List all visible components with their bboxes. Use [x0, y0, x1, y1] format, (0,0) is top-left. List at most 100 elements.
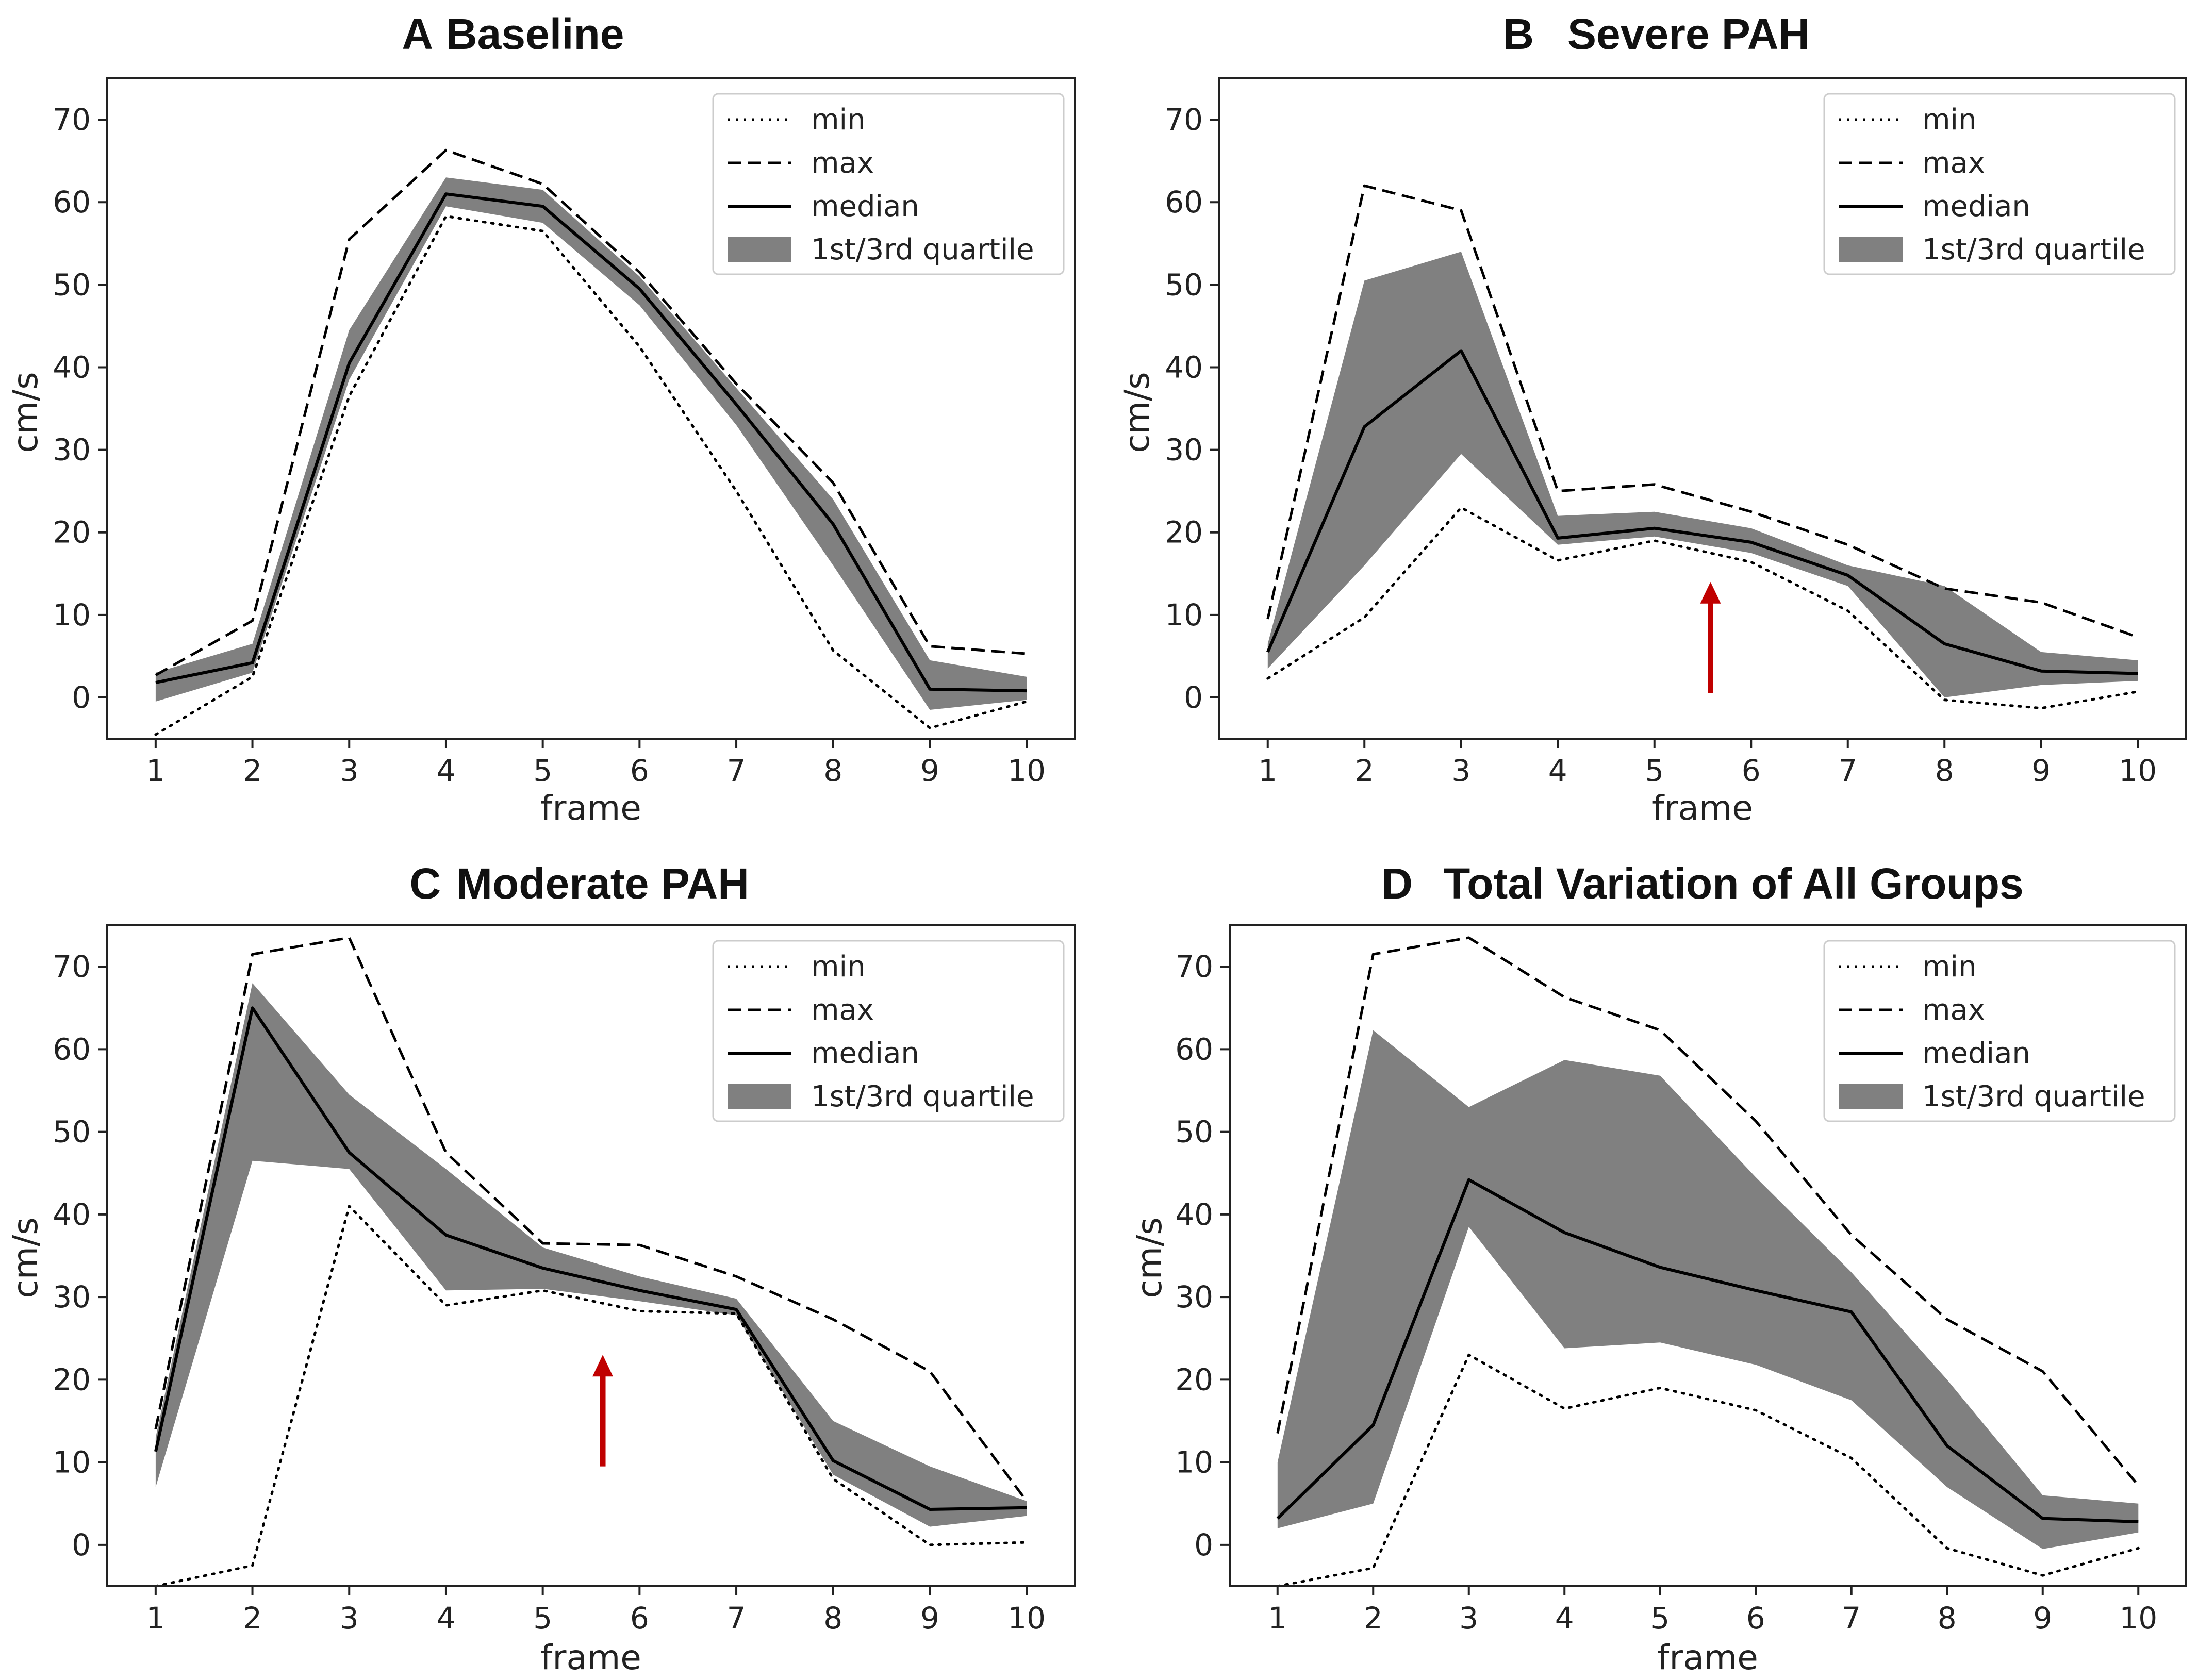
panel-c-legend: min max median 1st/3rd quartile	[712, 940, 1065, 1122]
panel-a-legend-swatch	[728, 237, 791, 262]
panel-c-ylabel: cm/s	[6, 1217, 45, 1298]
panel-b: B Severe PAH frame cm/s	[1117, 10, 1810, 828]
panel-a-ytick-label: 50	[53, 267, 91, 302]
panel-d-ytick-label: 10	[1175, 1445, 1213, 1480]
panel-a-data	[154, 148, 1028, 736]
panel-a-ytick-label: 0	[72, 680, 91, 715]
panel-d-legend-label: min	[1922, 950, 1977, 984]
panel-b-plot: 1 2 3 4 5 6 7 8 9 10 0 10 20 30 40 50 60 70 min max median 1s…	[1165, 77, 2187, 788]
panel-b-min-line	[1266, 506, 2139, 710]
panel-c-legend-box	[712, 940, 1065, 1122]
panel-a-xtick-label: 8	[823, 753, 842, 788]
panel-d-legend-swatch	[1839, 1084, 1903, 1109]
panel-c-legend-label: max	[811, 993, 874, 1027]
panel-c-letter: C	[409, 859, 441, 908]
panel-d-min-line	[1276, 1353, 2140, 1586]
panel-a-ytick-label: 60	[53, 185, 91, 220]
panel-d-quartile-band	[1277, 1030, 2139, 1549]
panel-a-letter: A	[402, 10, 433, 58]
panel-a-xtick-label: 9	[920, 753, 939, 788]
panel-d-legend-label: median	[1922, 1037, 2030, 1070]
panel-b-legend-label: min	[1922, 103, 1977, 137]
panel-d-ytick-label: 70	[1175, 949, 1213, 984]
panel-c-median-line	[154, 1006, 1027, 1511]
panel-d-legend-label: max	[1922, 993, 1985, 1027]
panel-d-xtick-label: 6	[1746, 1601, 1765, 1636]
panel-a-xtick-label: 1	[146, 753, 165, 788]
panel-a-xtick-label: 4	[436, 753, 455, 788]
panel-c-ytick-label: 10	[53, 1445, 91, 1480]
panel-b-ytick-label: 10	[1165, 597, 1203, 633]
panel-d-max-line	[1276, 936, 2140, 1487]
panel-d-xtick-label: 5	[1650, 1601, 1670, 1636]
panel-b-data	[1266, 184, 2139, 710]
panel-c-legend-label: median	[811, 1037, 919, 1070]
panel-a-xlabel: frame	[540, 788, 641, 828]
panel-a-xtick-label: 10	[1007, 753, 1046, 788]
panel-d-ytick-label: 0	[1194, 1527, 1213, 1562]
panel-a-ytick-label: 20	[53, 515, 91, 550]
panel-b-legend-label: median	[1922, 190, 2030, 223]
panel-b-xtick-label: 7	[1838, 753, 1857, 788]
panel-a-median-line	[155, 192, 1027, 693]
panel-c-xtick-label: 8	[823, 1601, 842, 1636]
panel-b-ytick-label: 20	[1165, 515, 1203, 550]
panel-a-legend-label: 1st/3rd quartile	[811, 233, 1034, 267]
panel-b-title: Severe PAH	[1567, 10, 1810, 58]
panel-c-quartile-band	[155, 983, 1027, 1527]
panel-b-arrow-head	[1700, 581, 1721, 604]
panel-b-xtick-label: 1	[1258, 753, 1277, 788]
panel-b-legend: min max median 1st/3rd quartile	[1823, 93, 2176, 275]
panel-b-ytick-label: 0	[1184, 680, 1203, 715]
panel-c-xtick-label: 4	[436, 1601, 455, 1636]
panel-c-ytick-label: 20	[53, 1362, 91, 1397]
panel-b-xtick-label: 8	[1935, 753, 1954, 788]
panel-b-ylabel: cm/s	[1117, 372, 1157, 453]
panel-b-ytick-label: 40	[1165, 350, 1203, 385]
panel-a-plot: 1 2 3 4 5 6 7 8 9 10 0 10 20 30 40 50 60 70 min max median 1s…	[53, 77, 1076, 788]
panel-d-xtick-label: 2	[1364, 1601, 1383, 1636]
panel-d-ytick-label: 20	[1175, 1362, 1213, 1397]
panel-c-ytick-label: 0	[72, 1527, 91, 1562]
panel-c-frame	[106, 924, 1076, 1587]
panel-a-xtick-label: 7	[727, 753, 746, 788]
panel-d-plot: 1 2 3 4 5 6 7 8 9 10 0 10 20 30 40 50 60 70 min max median 1s…	[1175, 924, 2187, 1636]
panel-a-title: Baseline	[446, 10, 624, 58]
panel-d-legend-box	[1823, 940, 2176, 1122]
panel-c-xlabel: frame	[540, 1638, 641, 1677]
panel-b-xtick-label: 3	[1451, 753, 1470, 788]
panel-d-ytick-label: 40	[1175, 1197, 1213, 1232]
panel-b-xtick-label: 5	[1645, 753, 1664, 788]
panel-c-ytick-label: 50	[53, 1115, 91, 1150]
panel-a-frame	[106, 77, 1076, 740]
panel-c-ytick-label: 70	[53, 949, 91, 984]
panel-b-frame	[1218, 77, 2187, 740]
panel-a-ytick-label: 30	[53, 433, 91, 468]
panel-b-median-line	[1266, 349, 2138, 675]
panel-c-xtick-label: 9	[920, 1601, 939, 1636]
panel-b-legend-label: max	[1922, 146, 1985, 180]
panel-d-median-line	[1276, 1178, 2139, 1523]
panel-b-max-line	[1266, 184, 2139, 639]
panel-a-ytick-label: 70	[53, 102, 91, 137]
panel-a-xtick-label: 3	[340, 753, 359, 788]
panel-b-ytick-label: 70	[1165, 102, 1203, 137]
panel-d-ylabel: cm/s	[1130, 1217, 1169, 1298]
panel-b-legend-box	[1823, 93, 2176, 275]
panel-a-legend-label: min	[811, 103, 866, 137]
panel-b-ytick-label: 60	[1165, 185, 1203, 220]
panel-a-max-line	[155, 148, 1027, 676]
panel-c-max-line	[154, 936, 1028, 1502]
panel-d-xtick-label: 3	[1459, 1601, 1478, 1636]
panel-c-xtick-label: 5	[533, 1601, 552, 1636]
panel-c-xtick-label: 10	[1007, 1601, 1046, 1636]
panel-d-letter: D	[1381, 859, 1413, 908]
panel-a-ytick-label: 40	[53, 350, 91, 385]
panel-a-legend-label: median	[811, 190, 919, 223]
panel-c-xtick-label: 7	[727, 1601, 746, 1636]
panel-a-quartile-band	[155, 177, 1027, 710]
panel-d-xtick-label: 10	[2119, 1601, 2157, 1636]
panel-a-legend: min max median 1st/3rd quartile	[712, 93, 1065, 275]
panel-d-frame	[1229, 924, 2187, 1587]
